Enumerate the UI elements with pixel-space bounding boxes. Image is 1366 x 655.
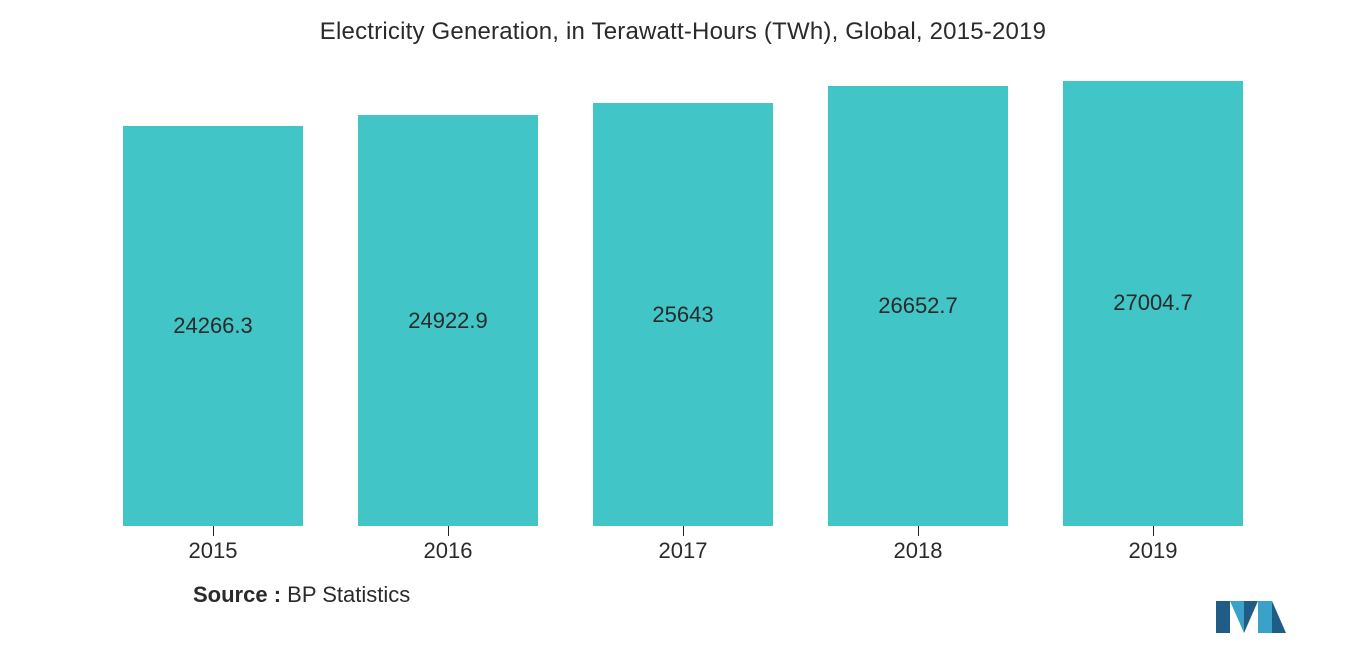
bar: 27004.7 xyxy=(1063,81,1243,526)
mordor-intelligence-logo-icon xyxy=(1216,593,1286,633)
x-axis-label: 2015 xyxy=(123,538,303,564)
x-axis-tick xyxy=(918,526,919,536)
bar-slot: 25643 xyxy=(593,103,773,526)
x-axis-labels: 2015 2016 2017 2018 2019 xyxy=(103,538,1263,564)
bar-slot: 24922.9 xyxy=(358,115,538,526)
bar-value-label: 24922.9 xyxy=(408,308,488,334)
x-axis-label: 2018 xyxy=(828,538,1008,564)
bar-slot: 26652.7 xyxy=(828,86,1008,526)
bar-slot: 24266.3 xyxy=(123,126,303,526)
x-axis-label: 2016 xyxy=(358,538,538,564)
bar-value-label: 27004.7 xyxy=(1113,290,1193,316)
bar: 24266.3 xyxy=(123,126,303,526)
bar-slot: 27004.7 xyxy=(1063,81,1243,526)
x-axis-label: 2019 xyxy=(1063,538,1243,564)
bar-value-label: 26652.7 xyxy=(878,293,958,319)
x-axis-tick xyxy=(1153,526,1154,536)
source-value: BP Statistics xyxy=(281,582,410,607)
source-attribution: Source : BP Statistics xyxy=(103,582,1263,608)
bar-value-label: 25643 xyxy=(652,302,713,328)
chart-plot-area: 24266.3 24922.9 25643 26652.7 27004.7 xyxy=(103,56,1263,526)
x-axis-line xyxy=(103,525,1263,526)
bar-value-label: 24266.3 xyxy=(173,313,253,339)
x-axis-tick xyxy=(448,526,449,536)
x-axis-tick xyxy=(213,526,214,536)
x-axis-label: 2017 xyxy=(593,538,773,564)
source-label: Source : xyxy=(193,582,281,607)
bar: 26652.7 xyxy=(828,86,1008,526)
x-axis-tick xyxy=(683,526,684,536)
bar: 25643 xyxy=(593,103,773,526)
bar: 24922.9 xyxy=(358,115,538,526)
chart-title: Electricity Generation, in Terawatt-Hour… xyxy=(0,0,1366,56)
